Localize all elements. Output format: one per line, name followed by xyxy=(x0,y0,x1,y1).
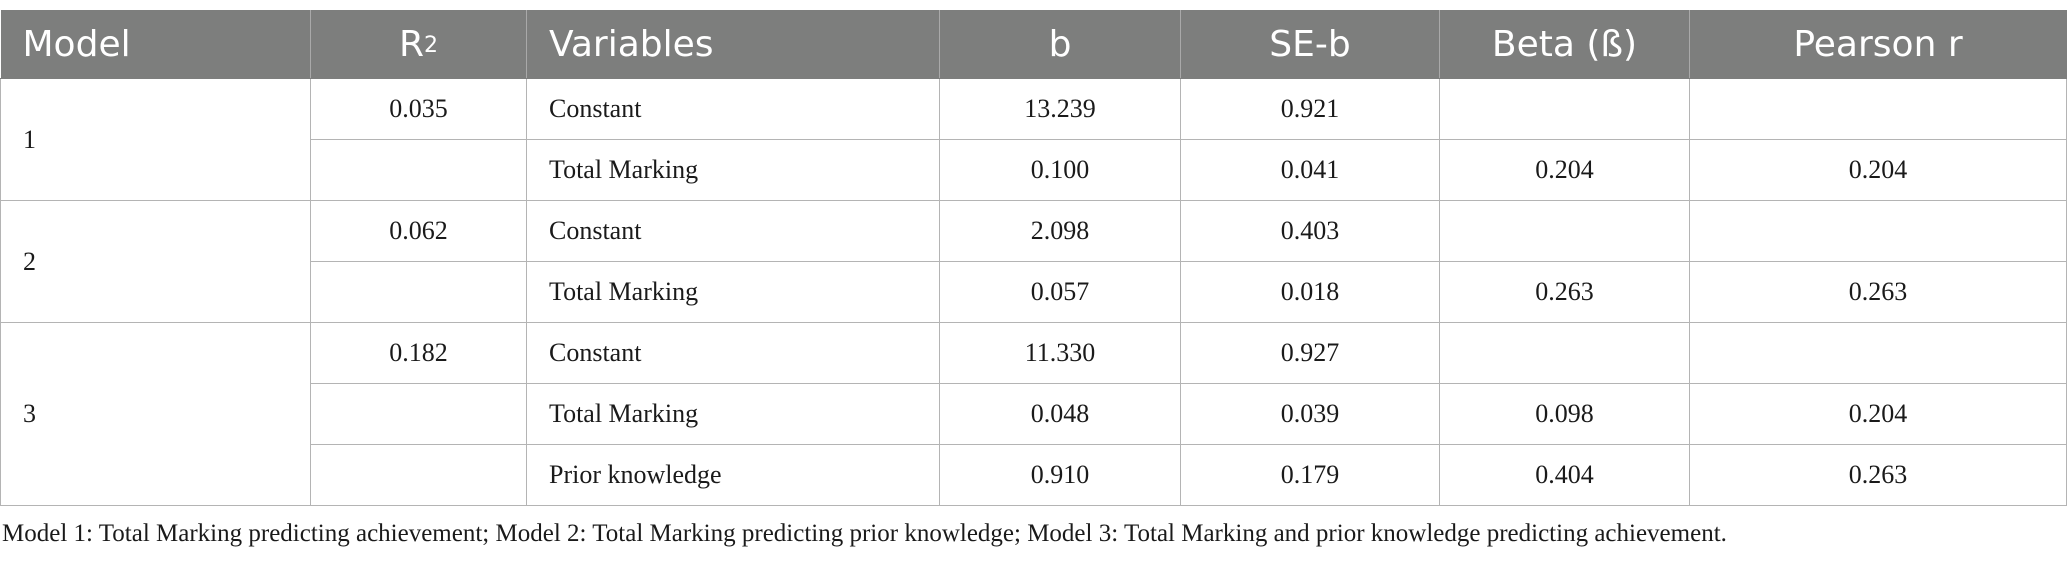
se-b-cell: 0.041 xyxy=(1180,139,1440,201)
table-row: Total Marking 0.057 0.018 0.263 0.263 xyxy=(1,261,2067,323)
table-header-row: Model R2 Variables b SE-b Beta (ß) Pears… xyxy=(0,10,2067,79)
pearson-r-cell xyxy=(1689,200,2067,262)
variable-cell: Constant xyxy=(526,200,940,262)
header-r-squared-base: R xyxy=(398,24,424,65)
se-b-cell: 0.039 xyxy=(1180,383,1440,445)
pearson-r-cell: 0.204 xyxy=(1689,139,2067,201)
regression-table-container: Model R2 Variables b SE-b Beta (ß) Pears… xyxy=(0,10,2067,506)
header-r-squared: R2 xyxy=(310,10,527,79)
variable-cell: Constant xyxy=(526,78,940,140)
model-label-cell: 2 xyxy=(0,200,311,323)
table-row: 3 0.182 Constant 11.330 0.927 xyxy=(0,322,2067,506)
pearson-r-cell: 0.263 xyxy=(1689,444,2067,506)
r-squared-cell: 0.035 xyxy=(310,78,527,140)
se-b-cell: 0.921 xyxy=(1180,78,1440,140)
header-variables: Variables xyxy=(526,10,940,79)
r-squared-cell: 0.062 xyxy=(310,200,527,262)
table-footnote: Model 1: Total Marking predicting achiev… xyxy=(2,520,1727,547)
model-label-cell: 1 xyxy=(0,78,311,201)
table-row: Total Marking 0.048 0.039 0.098 0.204 xyxy=(1,383,2067,445)
se-b-cell: 0.403 xyxy=(1180,200,1440,262)
table-row: Total Marking 0.100 0.041 0.204 0.204 xyxy=(1,139,2067,201)
variable-cell: Total Marking xyxy=(526,383,940,445)
pearson-r-cell xyxy=(1689,78,2067,140)
model-label-cell: 3 xyxy=(0,322,311,506)
b-cell: 0.100 xyxy=(939,139,1181,201)
table-row: 2 0.062 Constant 2.098 0.403 xyxy=(0,200,2067,323)
b-cell: 0.048 xyxy=(939,383,1181,445)
r-squared-cell xyxy=(310,383,527,445)
b-cell: 2.098 xyxy=(939,200,1181,262)
table-row: Prior knowledge 0.910 0.179 0.404 0.263 xyxy=(1,444,2067,506)
pearson-r-cell xyxy=(1689,322,2067,384)
regression-table: Model R2 Variables b SE-b Beta (ß) Pears… xyxy=(0,10,2067,506)
table-row: 1 0.035 Constant 13.239 0.921 xyxy=(0,78,2067,201)
variable-cell: Total Marking xyxy=(526,139,940,201)
b-cell: 0.910 xyxy=(939,444,1181,506)
pearson-r-cell: 0.204 xyxy=(1689,383,2067,445)
se-b-cell: 0.018 xyxy=(1180,261,1440,323)
r-squared-cell xyxy=(310,261,527,323)
b-cell: 0.057 xyxy=(939,261,1181,323)
se-b-cell: 0.927 xyxy=(1180,322,1440,384)
b-cell: 11.330 xyxy=(939,322,1181,384)
header-beta: Beta (ß) xyxy=(1439,10,1690,79)
variable-cell: Total Marking xyxy=(526,261,940,323)
variable-cell: Constant xyxy=(526,322,940,384)
beta-cell xyxy=(1439,322,1690,384)
header-se-b: SE-b xyxy=(1180,10,1440,79)
header-pearson-r: Pearson r xyxy=(1689,10,2067,79)
beta-cell xyxy=(1439,200,1690,262)
se-b-cell: 0.179 xyxy=(1180,444,1440,506)
header-model: Model xyxy=(0,10,311,79)
header-b: b xyxy=(939,10,1181,79)
beta-cell: 0.098 xyxy=(1439,383,1690,445)
beta-cell: 0.263 xyxy=(1439,261,1690,323)
r-squared-cell xyxy=(310,444,527,506)
beta-cell xyxy=(1439,78,1690,140)
pearson-r-cell: 0.263 xyxy=(1689,261,2067,323)
r-squared-cell xyxy=(310,139,527,201)
beta-cell: 0.404 xyxy=(1439,444,1690,506)
header-r-squared-superscript: 2 xyxy=(424,33,438,58)
b-cell: 13.239 xyxy=(939,78,1181,140)
r-squared-cell: 0.182 xyxy=(310,322,527,384)
variable-cell: Prior knowledge xyxy=(526,444,940,506)
beta-cell: 0.204 xyxy=(1439,139,1690,201)
